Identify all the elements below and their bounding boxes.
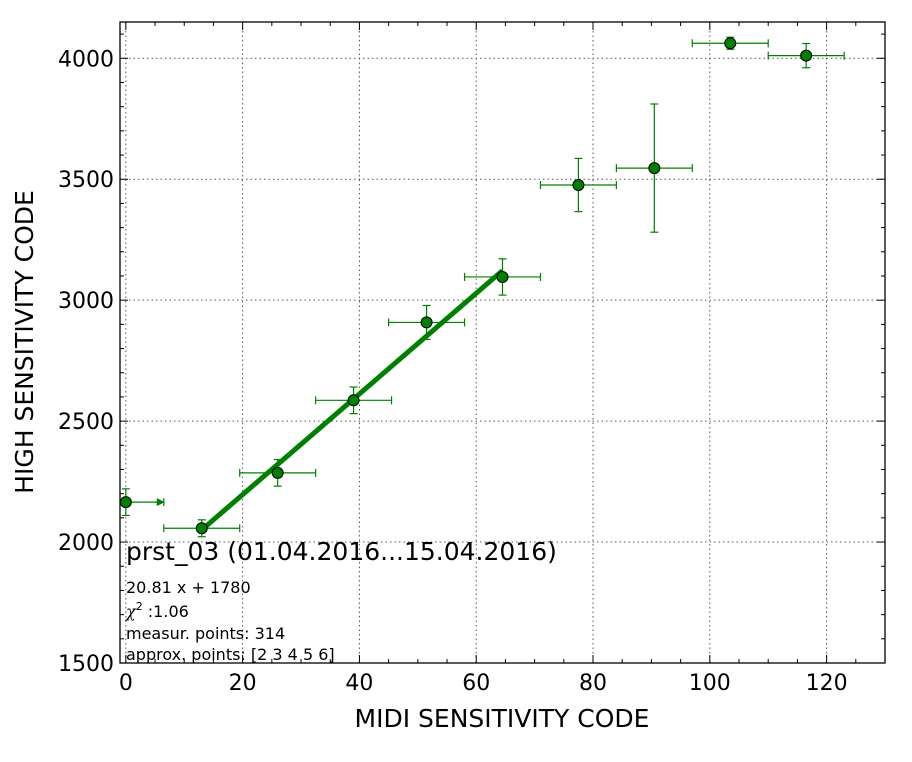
x-tick-label: 20 [229,671,257,696]
data-point [572,179,585,192]
grid [120,22,885,664]
data-point [119,496,132,509]
x-tick-label: 0 [119,671,133,696]
x-tick-label: 80 [579,671,607,696]
y-tick-label: 2500 [58,410,114,435]
annotation-main: prst_03 (01.04.2016...15.04.2016) [126,537,557,566]
y-axis-title: HIGH SENSITIVITY CODE [10,190,39,494]
data-point [800,49,813,62]
y-tick-label: 3500 [58,168,114,193]
data-point [347,394,360,407]
x-tick-label: 100 [689,671,731,696]
annotation-equation: 20.81 x + 1780 [126,578,251,597]
annotation-approx-points: approx. points: [2 3 4 5 6] [126,645,335,664]
chi-symbol: χ [125,602,137,621]
chi-value: :1.06 [143,602,189,621]
data-point [420,316,433,329]
y-tick-label: 1500 [58,652,114,677]
annotation-chi: χ2 :1.06 [125,600,189,621]
data-point [724,37,737,50]
axis-ticks: 0 20 40 60 80 100 120 1500 2000 2500 3000 3500 4000 [58,22,885,696]
y-tick-label: 2000 [58,531,114,556]
y-tick-label: 4000 [58,47,114,72]
data-points [119,37,813,535]
x-tick-label: 40 [345,671,373,696]
x-axis-title: MIDI SENSITIVITY CODE [355,704,650,733]
x-tick-label: 60 [462,671,490,696]
y-tick-label: 3000 [58,289,114,314]
data-point [496,270,509,283]
x-error-arrow [156,498,165,507]
annotation-measur-points: measur. points: 314 [126,624,285,643]
plot-frame [119,21,886,664]
x-tick-label: 120 [806,671,848,696]
chi-superscript: 2 [136,600,143,613]
data-point [648,162,661,175]
data-point [271,466,284,479]
data-point [195,522,208,535]
